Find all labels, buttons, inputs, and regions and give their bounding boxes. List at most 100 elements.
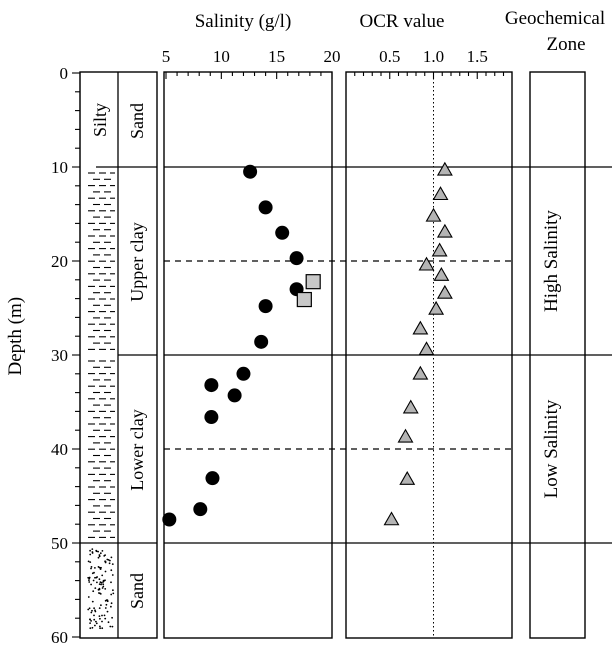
ocr-triangle-point	[383, 511, 400, 526]
sand-pattern-dot	[87, 560, 90, 563]
sand-pattern-dot	[102, 585, 105, 588]
sand-pattern-dot	[91, 548, 94, 550]
salinity-point	[258, 200, 273, 215]
sand-pattern-dot	[88, 577, 91, 580]
sand-pattern-dot	[99, 617, 101, 620]
sand-pattern-dot	[88, 607, 91, 610]
ocr-triangle-point	[436, 284, 453, 299]
salinity-point	[193, 502, 208, 517]
salinity-point	[227, 388, 242, 403]
lithology-unit-label: Sand	[127, 103, 147, 139]
zone-panel-group: Geochemical Zone High Salinity Low Salinity	[505, 8, 605, 639]
salinity-tick-label: 20	[324, 47, 341, 66]
sand-pattern-dot	[103, 555, 106, 557]
depth-tick-label: 20	[51, 252, 68, 271]
sand-pattern-dot	[99, 568, 102, 570]
sand-pattern-dot	[103, 614, 106, 617]
sand-pattern-dot	[101, 620, 103, 623]
sand-pattern-dot	[111, 563, 114, 565]
salinity-point	[275, 225, 290, 240]
salinity-panel-title: Salinity (g/l)	[195, 11, 292, 32]
sand-pattern-dot	[101, 614, 103, 617]
sand-pattern-dot	[92, 579, 95, 582]
zone-panel-subtitle: Zone	[546, 34, 585, 55]
sand-pattern-dot	[95, 622, 98, 625]
sand-pattern-dot	[112, 592, 115, 595]
ocr-triangle-point	[428, 300, 445, 315]
sand-pattern-dot	[90, 611, 93, 614]
ocr-triangle-point	[412, 365, 429, 380]
sand-pattern-dot	[93, 607, 95, 610]
salinity-panel-frame	[163, 71, 333, 639]
sand-pattern-dot	[102, 583, 105, 586]
sand-pattern-dot	[94, 576, 96, 579]
sand-pattern-dot	[110, 581, 112, 584]
depth-axis-group: 0 10 20 30 40 50 60 Depth (m)	[5, 64, 81, 647]
salinity-tick-label: 5	[162, 47, 171, 66]
lithology-unit-label: Upper clay	[127, 222, 147, 301]
sand-pattern-dot	[107, 559, 110, 561]
sand-pattern-dot	[105, 599, 108, 601]
depth-tick-label: 50	[51, 534, 68, 553]
sand-pattern-dot	[105, 603, 108, 606]
salinity-point	[204, 410, 219, 425]
sand-pattern-dot	[94, 587, 97, 589]
depth-tick-label: 60	[51, 628, 68, 647]
sand-pattern-dot	[110, 593, 113, 596]
sand-pattern-dot	[90, 620, 92, 622]
salinity-point	[204, 378, 219, 393]
salinity-point	[205, 471, 220, 486]
sand-pattern-dot	[106, 610, 109, 613]
sand-pattern-dot	[91, 551, 94, 553]
sand-pattern-dot	[99, 627, 101, 630]
ocr-triangle-point	[431, 242, 448, 257]
salinity-point	[258, 299, 273, 314]
salinity-point	[243, 164, 258, 179]
ocr-triangle-point	[436, 223, 453, 238]
sand-pattern-dot	[107, 621, 110, 624]
salinity-square-point	[296, 291, 312, 308]
sand-pattern-dot	[99, 552, 102, 555]
sand-pattern-dot	[109, 625, 112, 628]
sand-pattern-dot	[104, 588, 107, 590]
sand-pattern-dot	[90, 583, 92, 586]
sand-pattern-dot	[110, 605, 112, 608]
ocr-triangle-point	[418, 341, 435, 356]
salinity-panel-group: 5 10 15 20 Salinity (g/l)	[162, 11, 341, 639]
sand-pattern-dot	[93, 618, 96, 621]
sand-pattern-dot	[95, 576, 98, 579]
ocr-tick-label: 1.0	[423, 47, 444, 66]
sand-pattern-dot	[99, 592, 101, 595]
depth-tick-label: 30	[51, 346, 68, 365]
lithology-unit-name: Silty	[90, 103, 110, 137]
ocr-triangle-point	[399, 470, 416, 485]
ocr-triangle-point	[418, 256, 435, 271]
salinity-point	[289, 251, 304, 266]
sand-pattern-dot	[95, 620, 97, 623]
sand-pattern-dot	[98, 607, 101, 609]
depth-tick-label: 0	[60, 64, 69, 83]
sand-pattern-dot	[101, 574, 104, 577]
ocr-triangle-point	[412, 320, 429, 335]
sand-pattern-dot	[108, 562, 111, 565]
salinity-point	[162, 512, 177, 527]
sand-pattern-dot	[90, 567, 92, 570]
ocr-panel-title: OCR value	[360, 11, 445, 32]
ocr-triangle-point	[397, 428, 414, 443]
lithology-column-group: Silty Sand Upper clay Lower clay Sand	[79, 71, 612, 639]
lithology-unit-label: Sand	[127, 573, 147, 609]
sand-pattern-dot	[87, 608, 90, 611]
sand-pattern-dot	[104, 579, 106, 582]
sand-pattern-dot	[97, 588, 100, 591]
sand-pattern-dot	[89, 549, 91, 552]
sand-pattern-dot	[89, 618, 91, 621]
sand-pattern-dot	[96, 581, 98, 584]
sand-pattern-dot	[100, 581, 103, 584]
ocr-triangle-point	[433, 266, 450, 281]
sand-pattern-dot	[92, 590, 95, 593]
ocr-panel-frame	[345, 71, 513, 639]
ocr-tick-label: 1.5	[467, 47, 488, 66]
sand-pattern-dot	[97, 550, 99, 553]
sand-pattern-dot	[112, 589, 114, 592]
sand-pattern-dot	[100, 583, 102, 586]
